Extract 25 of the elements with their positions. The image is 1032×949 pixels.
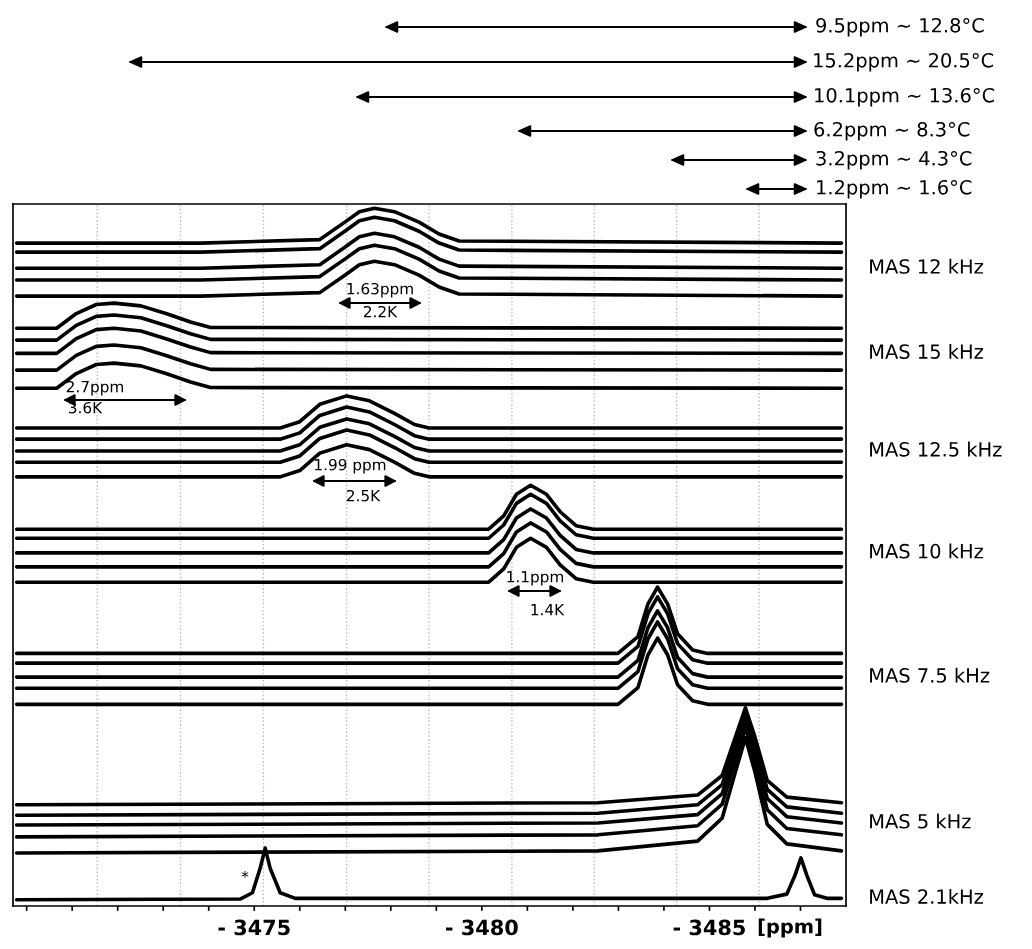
- annotation: 1.4K: [531, 604, 565, 616]
- annotation: 1.99 ppm: [315, 458, 386, 474]
- text: 15.2ppm ~ 20.5°C: [814, 52, 994, 72]
- x-tick-label: - 3480: [446, 919, 518, 936]
- annotation: 2.5K: [346, 489, 381, 502]
- x-tick-label: - 3475: [218, 919, 290, 936]
- text: 6.2ppm ~ 8.3°C: [814, 121, 970, 141]
- annotation: 1.1ppm: [507, 571, 563, 586]
- x-tick-label: - 3485: [673, 919, 745, 936]
- series-label: MAS 10 kHz: [870, 543, 983, 559]
- series-label: MAS 15 kHz: [870, 343, 983, 359]
- annotation: *: [241, 870, 249, 878]
- series-label: MAS 2.1kHz: [870, 888, 983, 904]
- annotation: 2.2K: [363, 305, 398, 318]
- annotation: 1.63ppm: [347, 282, 413, 298]
- series-label: MAS 12.5 kHz: [870, 441, 1002, 457]
- series-label: MAS 7.5 kHz: [870, 667, 990, 683]
- series-label: MAS 12 kHz: [870, 258, 983, 274]
- annotation: 2.7ppm: [66, 380, 123, 396]
- text: 3.2ppm ~ 4.3°C: [816, 150, 972, 170]
- text: 9.5ppm ~ 12.8°C: [816, 17, 984, 37]
- text: 1.2ppm ~ 1.6°C: [817, 179, 972, 199]
- series-label: MAS 5 kHz: [870, 813, 971, 829]
- text: 10.1ppm ~ 13.6°C: [815, 87, 995, 107]
- x-axis-title: [ppm]: [758, 918, 822, 938]
